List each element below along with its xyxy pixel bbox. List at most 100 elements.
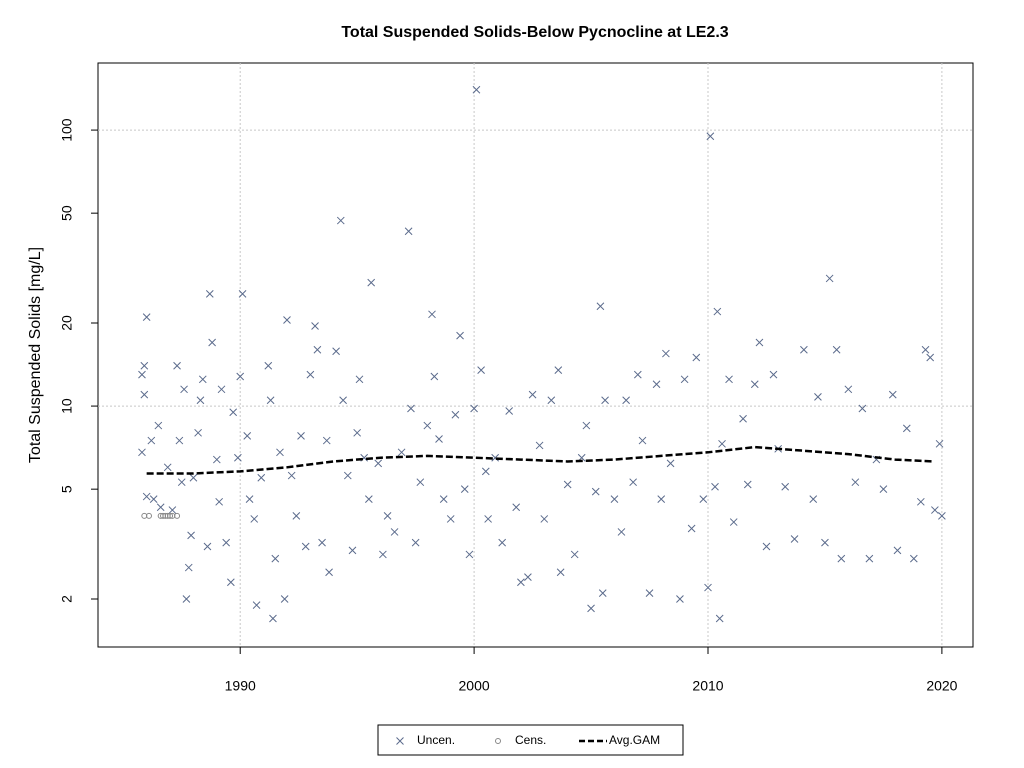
data-point bbox=[524, 573, 532, 581]
data-point bbox=[167, 512, 174, 519]
data-point bbox=[297, 432, 305, 440]
legend-label: Cens. bbox=[515, 733, 546, 747]
legend bbox=[377, 724, 684, 756]
data-point bbox=[456, 331, 464, 340]
data-point bbox=[439, 495, 448, 504]
data-point bbox=[367, 278, 376, 287]
data-point bbox=[629, 478, 638, 487]
data-point bbox=[633, 370, 642, 379]
data-point bbox=[238, 290, 247, 298]
data-point bbox=[236, 372, 245, 381]
data-point bbox=[470, 404, 478, 413]
data-point bbox=[140, 390, 149, 399]
data-point bbox=[535, 441, 544, 450]
y-tick-label: 5 bbox=[59, 485, 75, 493]
data-point bbox=[666, 459, 675, 468]
data-point bbox=[189, 473, 198, 482]
data-point bbox=[800, 345, 808, 354]
data-point bbox=[196, 396, 205, 405]
data-point bbox=[610, 495, 619, 504]
data-point bbox=[692, 353, 701, 362]
data-point bbox=[570, 550, 579, 559]
data-point bbox=[252, 601, 261, 609]
data-point bbox=[250, 515, 259, 523]
data-point bbox=[245, 495, 254, 504]
data-point bbox=[931, 506, 939, 514]
data-point bbox=[234, 453, 242, 462]
data-point bbox=[374, 459, 383, 468]
data-point bbox=[657, 495, 666, 504]
data-point bbox=[175, 436, 184, 445]
data-point bbox=[711, 482, 719, 491]
data-point bbox=[138, 370, 146, 379]
data-point bbox=[430, 372, 439, 381]
data-point bbox=[505, 407, 514, 415]
data-point bbox=[215, 497, 224, 506]
data-point bbox=[563, 480, 572, 489]
data-point bbox=[582, 421, 591, 430]
data-point bbox=[390, 528, 399, 536]
data-point bbox=[264, 361, 273, 370]
data-point bbox=[226, 578, 235, 587]
data-point bbox=[790, 535, 799, 543]
data-point bbox=[156, 503, 165, 512]
data-point bbox=[498, 538, 507, 547]
data-point bbox=[142, 492, 151, 501]
data-point bbox=[292, 512, 301, 520]
data-point bbox=[311, 322, 319, 330]
data-point bbox=[177, 478, 186, 487]
data-point bbox=[540, 515, 549, 523]
data-point bbox=[638, 436, 647, 445]
data-point bbox=[825, 274, 834, 283]
data-point bbox=[547, 396, 556, 405]
data-point bbox=[601, 396, 609, 405]
data-point bbox=[902, 424, 911, 433]
y-tick-label: 10 bbox=[59, 398, 75, 414]
data-point bbox=[383, 512, 392, 520]
gam-line bbox=[146, 445, 933, 475]
legend-symbol bbox=[495, 738, 501, 744]
data-point bbox=[339, 396, 347, 405]
data-point bbox=[266, 396, 275, 405]
data-point bbox=[217, 385, 226, 394]
data-point bbox=[465, 550, 474, 559]
data-point bbox=[280, 595, 289, 603]
data-point bbox=[762, 542, 771, 551]
data-point bbox=[596, 302, 605, 311]
data-point bbox=[587, 604, 595, 613]
data-point bbox=[652, 380, 661, 389]
data-point bbox=[343, 471, 352, 480]
data-point bbox=[617, 528, 626, 536]
data-point bbox=[423, 421, 432, 430]
data-point bbox=[257, 473, 266, 482]
data-point bbox=[477, 366, 485, 374]
data-point bbox=[729, 518, 738, 526]
data-point bbox=[198, 375, 207, 384]
data-point bbox=[355, 375, 364, 384]
data-point bbox=[348, 546, 357, 555]
y-tick-label: 20 bbox=[59, 315, 75, 331]
data-point bbox=[168, 506, 177, 514]
data-point bbox=[676, 595, 684, 603]
data-point bbox=[491, 453, 500, 462]
data-point bbox=[926, 353, 935, 362]
data-point bbox=[147, 436, 156, 445]
data-point bbox=[149, 495, 158, 504]
data-point bbox=[180, 385, 188, 394]
data-point bbox=[832, 345, 841, 354]
data-point bbox=[182, 595, 191, 603]
data-point bbox=[598, 589, 607, 598]
data-point bbox=[404, 227, 413, 236]
data-point bbox=[163, 463, 172, 472]
data-point bbox=[407, 404, 415, 413]
data-point bbox=[715, 614, 724, 623]
data-point bbox=[888, 390, 897, 399]
y-tick-label: 100 bbox=[59, 118, 75, 142]
data-point bbox=[556, 568, 565, 577]
data-point bbox=[706, 132, 715, 141]
y-tick-label: 50 bbox=[59, 205, 75, 221]
data-point bbox=[755, 338, 764, 347]
data-point bbox=[364, 495, 373, 504]
data-point bbox=[411, 538, 420, 547]
data-point bbox=[203, 542, 212, 551]
